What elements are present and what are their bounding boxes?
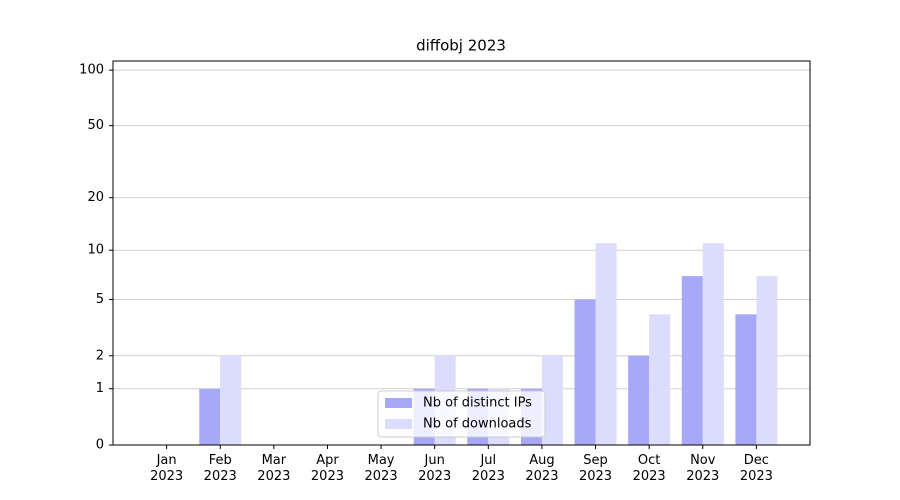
bar bbox=[220, 355, 242, 445]
bar bbox=[628, 355, 650, 445]
y-tick-label: 2 bbox=[96, 348, 104, 363]
x-tick-label: Feb 2023 bbox=[203, 453, 237, 484]
y-tick-label: 1 bbox=[96, 381, 104, 396]
x-tick-label: Dec 2023 bbox=[739, 453, 773, 484]
x-tick-label: Oct 2023 bbox=[632, 453, 666, 484]
bar bbox=[541, 355, 563, 445]
chart-title: diffobj 2023 bbox=[416, 37, 506, 55]
y-tick-label: 5 bbox=[96, 292, 104, 307]
y-tick-label: 0 bbox=[96, 438, 104, 453]
legend-label: Nb of downloads bbox=[423, 417, 532, 432]
bar bbox=[595, 243, 617, 445]
x-tick-label: Jul 2023 bbox=[471, 453, 505, 484]
y-tick-label: 100 bbox=[79, 63, 104, 78]
x-tick-label: Jan 2023 bbox=[150, 453, 184, 484]
plot-frame bbox=[112, 60, 811, 446]
bar bbox=[756, 276, 778, 445]
legend: Nb of distinct IPs Nb of downloads bbox=[377, 390, 546, 438]
y-tick-label: 50 bbox=[87, 118, 104, 133]
bar bbox=[574, 299, 596, 445]
legend-frame bbox=[377, 390, 546, 438]
bar bbox=[199, 388, 221, 445]
bar bbox=[649, 314, 671, 445]
x-tick-label: Mar 2023 bbox=[257, 453, 291, 484]
x-tick-label: Apr 2023 bbox=[310, 453, 344, 484]
x-tick-label: Aug 2023 bbox=[525, 453, 559, 484]
bar bbox=[702, 243, 724, 445]
y-tick-label: 10 bbox=[87, 243, 104, 258]
x-tick-label: Nov 2023 bbox=[686, 453, 720, 484]
x-tick-label: Sep 2023 bbox=[578, 453, 613, 484]
y-tick-label: 20 bbox=[87, 190, 104, 205]
legend-swatch bbox=[385, 398, 412, 408]
bar bbox=[735, 314, 757, 445]
legend-swatch bbox=[385, 419, 412, 429]
x-tick-label: Jun 2023 bbox=[418, 453, 452, 484]
x-tick-label: May 2023 bbox=[364, 453, 398, 484]
bar bbox=[681, 276, 703, 445]
legend-label: Nb of distinct IPs bbox=[423, 396, 532, 411]
